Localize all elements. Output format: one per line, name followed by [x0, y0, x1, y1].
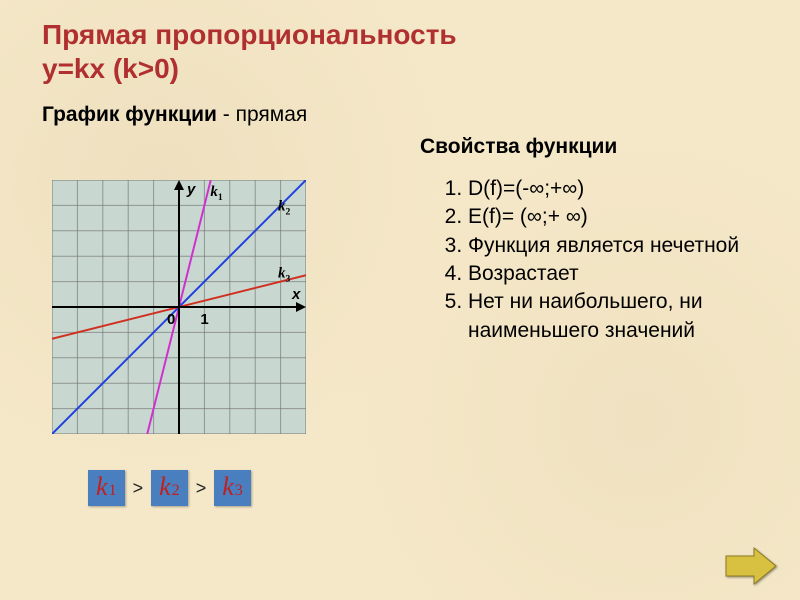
- k-badge: k2: [151, 470, 188, 506]
- property-item: Нет ни наибольшего, ни наименьшего значе…: [468, 288, 780, 345]
- gt-symbol: >: [194, 478, 209, 499]
- slide-title: Прямая пропорциональность y=kx (k>0): [0, 0, 800, 85]
- title-line1: Прямая пропорциональность: [42, 18, 800, 52]
- svg-text:x: x: [291, 286, 301, 303]
- chart-svg: 01xyk1k2k3: [52, 180, 306, 434]
- next-slide-button[interactable]: [724, 546, 778, 586]
- k-badge: k1: [88, 470, 125, 506]
- property-item: E(f)= (∞;+ ∞): [468, 203, 780, 231]
- chart-caption-bold: График функции: [42, 103, 217, 126]
- chart-caption: График функции - прямая: [0, 85, 800, 127]
- svg-text:0: 0: [167, 311, 175, 328]
- chart-caption-rest: - прямая: [217, 103, 307, 126]
- properties-title: Свойства функции: [420, 135, 780, 159]
- svg-text:y: y: [186, 181, 196, 198]
- chart: 01xyk1k2k3: [52, 180, 306, 439]
- property-item: D(f)=(-∞;+∞): [468, 175, 780, 203]
- k-badge: k3: [214, 470, 251, 506]
- gt-symbol: >: [131, 478, 146, 499]
- k-inequality: k1>k2>k3: [88, 470, 251, 506]
- property-item: Возрастает: [468, 260, 780, 288]
- property-item: Функция является нечетной: [468, 232, 780, 260]
- properties-list: D(f)=(-∞;+∞)E(f)= (∞;+ ∞)Функция являетс…: [420, 175, 780, 345]
- title-line2: y=kx (k>0): [42, 52, 800, 86]
- svg-text:1: 1: [200, 311, 208, 328]
- properties-panel: Свойства функции D(f)=(-∞;+∞)E(f)= (∞;+ …: [420, 135, 780, 345]
